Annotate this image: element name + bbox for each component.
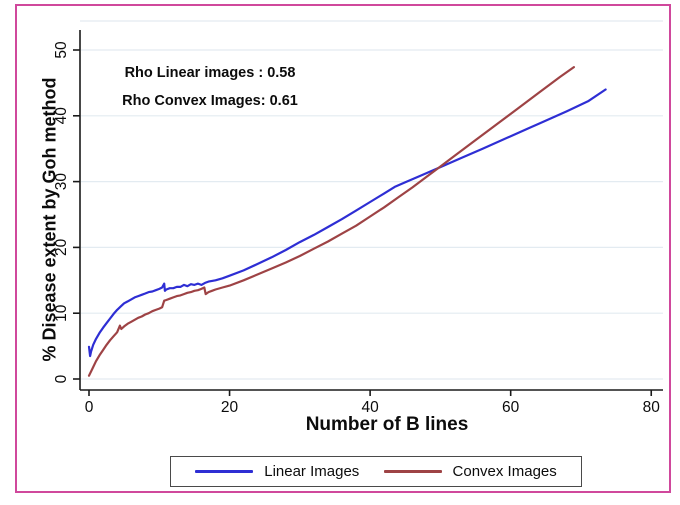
legend-label-linear: Linear Images (264, 463, 360, 480)
linear-line-swatch (195, 470, 254, 473)
y-tick-label-40: 40 (53, 107, 70, 125)
x-tick-label-20: 20 (221, 399, 239, 416)
y-tick-label-10: 10 (53, 304, 70, 322)
x-tick-label-0: 0 (85, 399, 94, 416)
x-axis-title: Number of B lines (305, 414, 469, 435)
figure-border: 0 20 40 60 80 0 10 20 30 40 50 Rho Linear images :… (15, 4, 671, 493)
y-tick-label-30: 30 (53, 173, 70, 191)
legend-item-linear: Linear Images (195, 463, 359, 480)
series-line-convex-images (87, 65, 576, 377)
y-tick-label-20: 20 (53, 238, 70, 256)
y-tick-label-50: 50 (53, 41, 70, 59)
rho-linear-annotation: Rho Linear images : 0.58 (124, 65, 296, 81)
x-tick-label-40: 40 (361, 399, 379, 416)
legend: Linear Images Convex Images (170, 456, 582, 487)
plot-canvas: 0 20 40 60 80 0 10 20 30 40 50 (53, 20, 663, 416)
convex-line-swatch (383, 470, 442, 473)
y-axis-title: % Disease extent by Goh method (39, 77, 60, 362)
rho-annotation: Rho Linear images : 0.58 Rho Convex Imag… (115, 59, 305, 115)
legend-item-convex: Convex Images (383, 463, 557, 480)
rho-convex-annotation: Rho Convex Images: 0.61 (122, 93, 298, 109)
series-line-linear-images (87, 88, 607, 358)
legend-label-convex: Convex Images (452, 463, 557, 480)
y-tick-label-0: 0 (53, 374, 70, 383)
x-tick-label-60: 60 (502, 399, 520, 416)
x-tick-label-80: 80 (643, 399, 661, 416)
